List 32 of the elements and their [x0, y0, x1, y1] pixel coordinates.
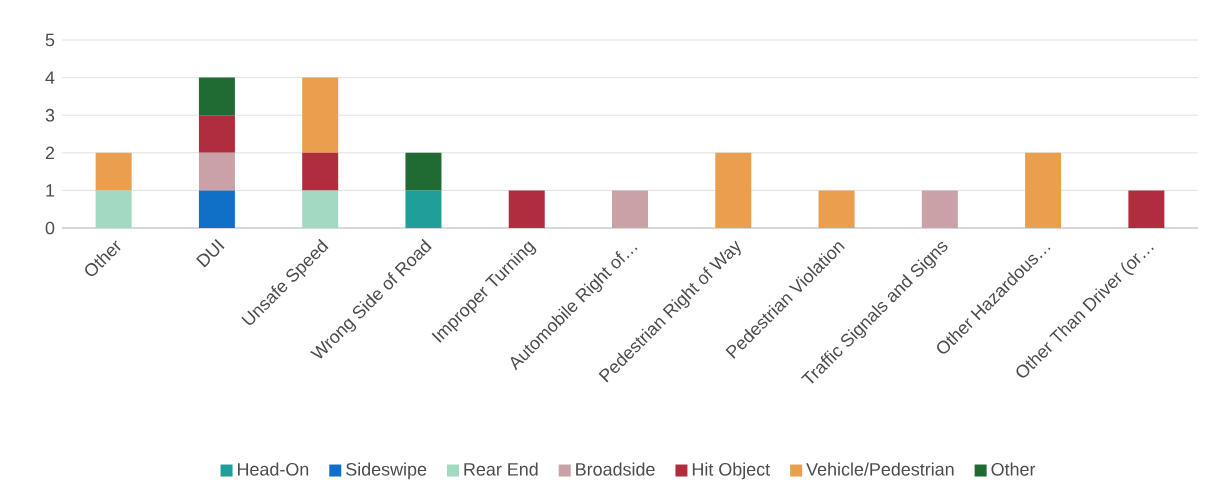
bar [405, 152, 442, 191]
x-tick-label: DUI [196, 239, 225, 268]
bar [198, 115, 235, 153]
bar [198, 190, 235, 229]
bar [508, 190, 545, 229]
bar [405, 190, 442, 229]
bar [302, 190, 339, 229]
bar [818, 190, 855, 229]
legend-label: Head-On [238, 462, 309, 476]
bar [198, 77, 235, 116]
legend-label: Sideswipe [346, 462, 427, 480]
y-tick-label: 1 [46, 184, 55, 197]
y-tick-label: 2 [45, 146, 55, 160]
legend-label: Broadside [576, 462, 655, 476]
y-tick-label: 0 [45, 221, 55, 235]
y-tick-label: 5 [45, 33, 55, 47]
legend-label: Other [991, 462, 1036, 476]
bar [612, 190, 649, 229]
legend-label: Rear End [464, 462, 538, 476]
bar [1025, 152, 1062, 229]
bar [715, 152, 752, 229]
y-tick-label: 3 [45, 108, 55, 122]
bar [1128, 190, 1165, 229]
bar [302, 77, 339, 153]
legend-label: Vehicle/Pedestrian [806, 462, 954, 476]
y-tick-label: 4 [45, 71, 55, 84]
bar [95, 190, 132, 229]
bar [95, 152, 132, 191]
bar [921, 190, 958, 229]
bar [302, 152, 339, 191]
legend-label: Hit Object [692, 462, 770, 480]
bar [198, 152, 235, 191]
